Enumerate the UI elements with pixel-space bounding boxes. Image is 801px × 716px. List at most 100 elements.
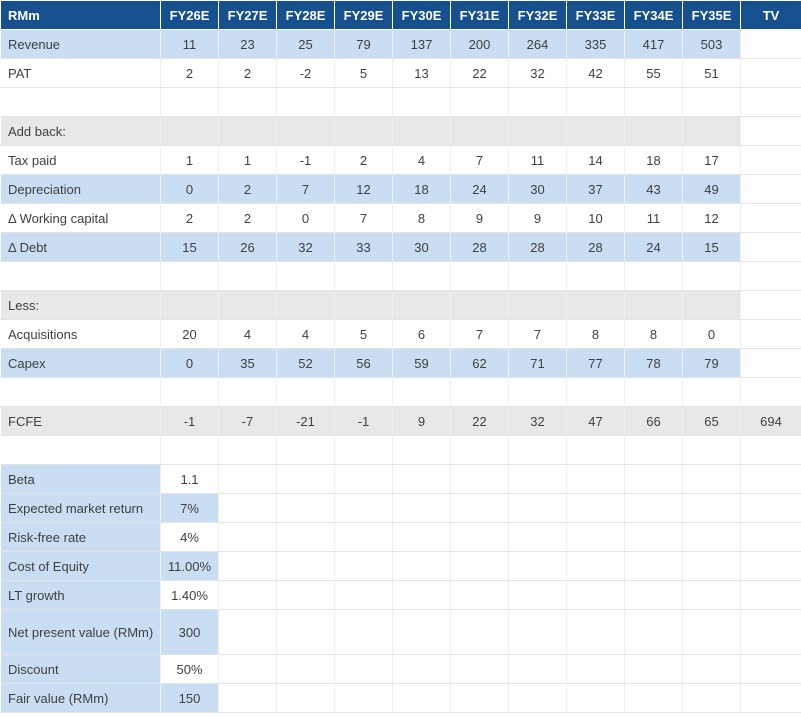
cell: 23 — [218, 29, 277, 59]
row-label: Δ Debt — [0, 232, 161, 262]
assumption-fair-value: Fair value (RMm) 150 — [0, 683, 801, 713]
cell: 13 — [392, 58, 451, 88]
cell: 32 — [276, 232, 335, 262]
cell: 56 — [334, 348, 393, 378]
row-depreciation: Depreciation 0 2 7 12 18 24 30 37 43 49 — [0, 174, 801, 204]
cell: 17 — [682, 145, 741, 175]
cell: 264 — [508, 29, 567, 59]
cell: 32 — [508, 406, 567, 436]
cell: 2 — [160, 58, 219, 88]
header-cell: FY28E — [276, 0, 335, 30]
section-less: Less: — [0, 290, 801, 320]
cell: 66 — [624, 406, 683, 436]
section-add-back: Add back: — [0, 116, 801, 146]
cell: 25 — [276, 29, 335, 59]
cell: 7 — [450, 319, 509, 349]
cell: 79 — [682, 348, 741, 378]
cell: 137 — [392, 29, 451, 59]
assumption-npv: Net present value (RMm) 300 — [0, 609, 801, 655]
cell: 49 — [682, 174, 741, 204]
header-cell: FY26E — [160, 0, 219, 30]
cell: 4 — [218, 319, 277, 349]
cell: 15 — [160, 232, 219, 262]
row-label: Revenue — [0, 29, 161, 59]
assumption-label: Cost of Equity — [0, 551, 161, 581]
assumption-beta: Beta 1.1 — [0, 464, 801, 494]
cell: 11 — [624, 203, 683, 233]
assumption-value: 300 — [160, 609, 219, 655]
cell: 51 — [682, 58, 741, 88]
cell: 6 — [392, 319, 451, 349]
row-label: Δ Working capital — [0, 203, 161, 233]
assumption-discount: Discount 50% — [0, 654, 801, 684]
empty-cell — [740, 58, 801, 88]
cell: 9 — [392, 406, 451, 436]
cell: 11 — [508, 145, 567, 175]
header-cell: TV — [740, 0, 801, 30]
row-label: Tax paid — [0, 145, 161, 175]
cell: 26 — [218, 232, 277, 262]
spacer-row — [0, 377, 801, 407]
cell: 4 — [276, 319, 335, 349]
row-label: Capex — [0, 348, 161, 378]
empty-cell — [740, 232, 801, 262]
cell: 77 — [566, 348, 625, 378]
cell: 335 — [566, 29, 625, 59]
header-cell: FY29E — [334, 0, 393, 30]
cell: 24 — [624, 232, 683, 262]
cell: 7 — [334, 203, 393, 233]
cell: 5 — [334, 58, 393, 88]
cell: 43 — [624, 174, 683, 204]
cell: 1 — [160, 145, 219, 175]
cell: -1 — [276, 145, 335, 175]
cell: 18 — [392, 174, 451, 204]
header-cell: FY32E — [508, 0, 567, 30]
cell: 2 — [334, 145, 393, 175]
cell: 22 — [450, 406, 509, 436]
cell: 30 — [508, 174, 567, 204]
cell: 7 — [450, 145, 509, 175]
cell: 59 — [392, 348, 451, 378]
assumption-market-return: Expected market return 7% — [0, 493, 801, 523]
row-working-capital: Δ Working capital 2 2 0 7 8 9 9 10 11 12 — [0, 203, 801, 233]
header-row: RMm FY26E FY27E FY28E FY29E FY30E FY31E … — [0, 0, 801, 30]
cell: 9 — [508, 203, 567, 233]
cell: 4 — [392, 145, 451, 175]
cell: 12 — [682, 203, 741, 233]
empty-cell — [740, 174, 801, 204]
cell: 417 — [624, 29, 683, 59]
cell: 8 — [392, 203, 451, 233]
cell: 1 — [218, 145, 277, 175]
cell: 503 — [682, 29, 741, 59]
empty-cell — [740, 348, 801, 378]
row-label: Acquisitions — [0, 319, 161, 349]
cell: 37 — [566, 174, 625, 204]
row-pat: PAT 2 2 -2 5 13 22 32 42 55 51 — [0, 58, 801, 88]
cell: 62 — [450, 348, 509, 378]
row-capex: Capex 0 35 52 56 59 62 71 77 78 79 — [0, 348, 801, 378]
cell: -21 — [276, 406, 335, 436]
cell: 35 — [218, 348, 277, 378]
row-acquisitions: Acquisitions 20 4 4 5 6 7 7 8 8 0 — [0, 319, 801, 349]
cell: 79 — [334, 29, 393, 59]
cell: 14 — [566, 145, 625, 175]
cell: 8 — [624, 319, 683, 349]
assumption-value: 4% — [160, 522, 219, 552]
header-cell: FY31E — [450, 0, 509, 30]
cell: 71 — [508, 348, 567, 378]
assumption-value: 50% — [160, 654, 219, 684]
cell: 2 — [218, 203, 277, 233]
cell: 42 — [566, 58, 625, 88]
cell: 52 — [276, 348, 335, 378]
assumption-risk-free-rate: Risk-free rate 4% — [0, 522, 801, 552]
row-label: FCFE — [0, 406, 161, 436]
cell: 28 — [450, 232, 509, 262]
cell: 15 — [682, 232, 741, 262]
cell: 0 — [276, 203, 335, 233]
cell: 0 — [160, 348, 219, 378]
cell: -7 — [218, 406, 277, 436]
assumption-value: 1.40% — [160, 580, 219, 610]
assumption-cost-of-equity: Cost of Equity 11.00% — [0, 551, 801, 581]
section-label: Add back: — [0, 116, 161, 146]
spacer-row — [0, 261, 801, 291]
